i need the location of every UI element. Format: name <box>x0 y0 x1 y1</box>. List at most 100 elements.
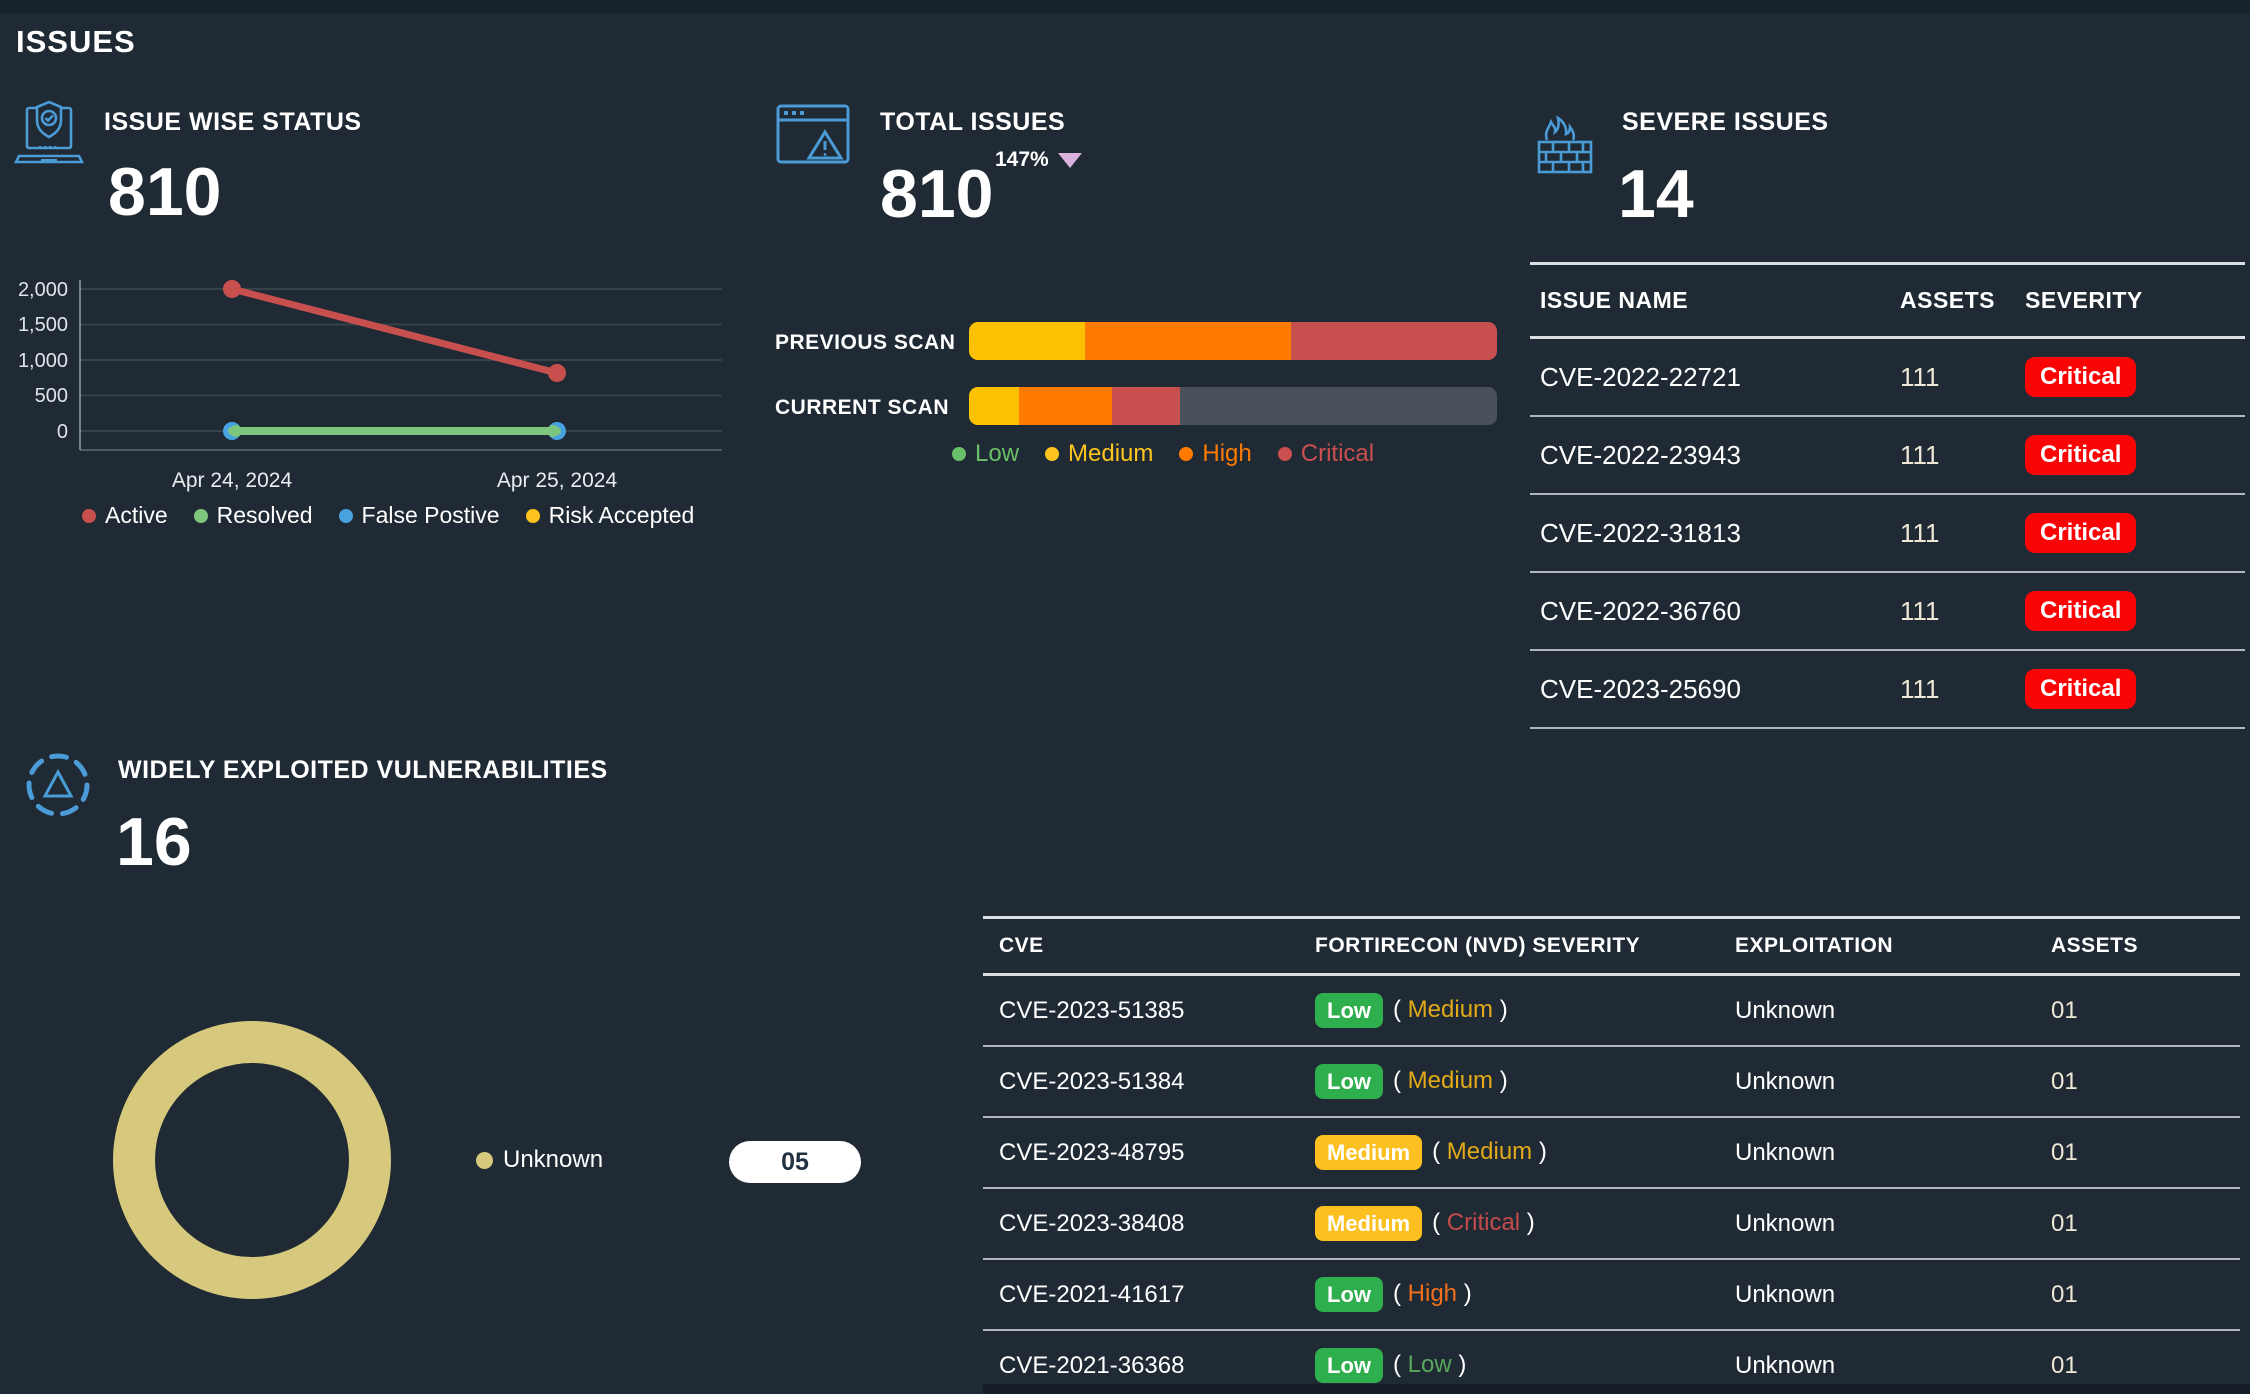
exploitation-cell: Unknown <box>1735 1351 1836 1379</box>
cve-cell: CVE-2023-38408 <box>999 1209 1185 1237</box>
table-row[interactable]: CVE-2023-51385 Low Medium Unknown 01 <box>983 976 2240 1047</box>
widely-exploited-value: 16 <box>116 804 192 880</box>
legend-item-active[interactable]: Active <box>82 502 168 529</box>
nvd-severity-text: Medium <box>1393 996 1508 1024</box>
exploitation-cell: Unknown <box>1735 1280 1836 1308</box>
legend-item-low[interactable]: Low <box>952 440 1019 468</box>
legend-item-false-postive[interactable]: False Postive <box>338 502 500 529</box>
resolved-point <box>230 425 242 437</box>
cve-cell: CVE-2023-48795 <box>999 1138 1185 1166</box>
y-tick: 500 <box>35 385 68 407</box>
false-positive-dot-icon <box>338 508 353 523</box>
cve-header: CVE <box>999 934 1044 957</box>
dashed-circle-alert-icon <box>23 750 93 820</box>
assets-cell: 01 <box>2051 1351 2078 1379</box>
assets-header: ASSETS <box>2051 934 2139 957</box>
medium-severity-badge: Medium <box>1315 1134 1423 1171</box>
issue-name-cell: CVE-2023-25690 <box>1540 673 1741 704</box>
bar-segment-high <box>1019 387 1112 425</box>
table-row[interactable]: CVE-2023-48795 Medium Medium Unknown 01 <box>983 1118 2240 1189</box>
severe-issues-value: 14 <box>1618 156 1694 232</box>
cve-cell: CVE-2021-41617 <box>999 1280 1185 1308</box>
y-tick: 1,000 <box>18 350 68 372</box>
high-dot-icon <box>1179 447 1194 461</box>
severity-legend: Low Medium High Critical <box>952 440 1400 468</box>
donut-ring-unknown <box>113 1021 391 1299</box>
browser-alert-icon <box>773 96 853 176</box>
critical-severity-badge: Critical <box>2025 357 2137 397</box>
donut-legend-unknown[interactable]: Unknown <box>476 1146 603 1174</box>
total-issues-value: 810 <box>880 156 994 232</box>
legend-label: Medium <box>1068 440 1154 467</box>
assets-cell: 01 <box>2051 1067 2078 1095</box>
legend-label: Unknown <box>503 1146 604 1173</box>
unknown-dot-icon <box>476 1151 493 1169</box>
low-severity-badge: Low <box>1315 992 1383 1029</box>
nvd-severity-text: Medium <box>1432 1138 1547 1166</box>
exploited-vulnerabilities-table: CVE FORTIRECON (NVD) SEVERITY EXPLOITATI… <box>983 916 2240 1394</box>
assets-cell: 01 <box>2051 1280 2078 1308</box>
x-axis-label: Apr 24, 2024 <box>172 469 293 492</box>
assets-cell: 111 <box>1900 439 1940 470</box>
cve-cell: CVE-2023-51384 <box>999 1067 1185 1095</box>
table-row[interactable]: CVE-2022-22721 111 Critical <box>1530 339 2245 417</box>
exploited-table-header: CVE FORTIRECON (NVD) SEVERITY EXPLOITATI… <box>983 919 2240 976</box>
legend-item-risk-accepted[interactable]: Risk Accepted <box>525 502 694 529</box>
issue-wise-status-line-chart: 2,000 1,500 1,000 500 0 Apr 24, 2024 Apr… <box>18 279 722 492</box>
legend-item-high[interactable]: High <box>1179 440 1252 468</box>
table-row[interactable]: CVE-2023-51384 Low Medium Unknown 01 <box>983 1047 2240 1118</box>
exploitation-cell: Unknown <box>1735 1138 1836 1166</box>
table-row[interactable]: CVE-2021-36368 Low Low Unknown 01 <box>983 1331 2240 1394</box>
legend-item-medium[interactable]: Medium <box>1045 440 1153 468</box>
x-axis-labels: Apr 24, 2024 Apr 25, 2024 <box>172 469 618 492</box>
table-row[interactable]: CVE-2023-25690 111 Critical <box>1530 651 2245 729</box>
table-row[interactable]: CVE-2022-23943 111 Critical <box>1530 417 2245 495</box>
issue-wise-status-value: 810 <box>108 154 222 230</box>
unknown-donut-chart <box>113 1021 391 1299</box>
low-dot-icon <box>952 447 966 461</box>
firewall-fire-icon <box>1533 106 1599 176</box>
severe-issues-table-header: ISSUE NAME ASSETS SEVERITY <box>1530 265 2245 339</box>
legend-label: Critical <box>1300 440 1375 467</box>
severity-header: SEVERITY <box>2025 287 2143 313</box>
nvd-severity-text: Low <box>1393 1351 1466 1379</box>
table-row[interactable]: CVE-2023-38408 Medium Critical Unknown 0… <box>983 1189 2240 1260</box>
total-issues-delta: 147% <box>995 148 1082 172</box>
exploitation-cell: Unknown <box>1735 1209 1836 1237</box>
exploitation-header: EXPLOITATION <box>1735 934 1894 957</box>
table-row[interactable]: CVE-2021-41617 Low High Unknown 01 <box>983 1260 2240 1331</box>
active-series-line <box>228 285 561 377</box>
issue-wise-status-title: ISSUE WISE STATUS <box>104 108 362 136</box>
critical-severity-badge: Critical <box>2025 513 2137 553</box>
widely-exploited-title: WIDELY EXPLOITED VULNERABILITIES <box>118 756 608 784</box>
medium-dot-icon <box>1045 447 1060 461</box>
low-severity-badge: Low <box>1315 1347 1383 1384</box>
legend-label: Low <box>975 440 1020 467</box>
issue-name-cell: CVE-2022-31813 <box>1540 517 1741 548</box>
bar-segment-medium <box>969 387 1020 425</box>
nvd-severity-text: Critical <box>1432 1209 1535 1237</box>
critical-severity-badge: Critical <box>2025 435 2137 475</box>
critical-severity-badge: Critical <box>2025 669 2137 709</box>
unknown-count-pill: 05 <box>729 1141 861 1183</box>
resolved-dot-icon <box>193 508 208 523</box>
exploitation-cell: Unknown <box>1735 1067 1836 1095</box>
bar-segment-critical <box>1111 387 1181 425</box>
severe-issues-table: ISSUE NAME ASSETS SEVERITY CVE-2022-2272… <box>1530 262 2245 729</box>
critical-severity-badge: Critical <box>2025 591 2137 631</box>
assets-cell: 111 <box>1900 595 1940 626</box>
legend-item-resolved[interactable]: Resolved <box>193 502 313 529</box>
critical-dot-icon <box>1277 447 1292 461</box>
bar-segment-medium <box>969 322 1086 360</box>
assets-cell: 111 <box>1900 673 1940 704</box>
issue-name-cell: CVE-2022-23943 <box>1540 439 1741 470</box>
active-point <box>548 364 566 382</box>
y-tick: 2,000 <box>18 279 68 301</box>
assets-cell: 111 <box>1900 517 1940 548</box>
triangle-down-icon <box>1057 152 1082 168</box>
cve-cell: CVE-2021-36368 <box>999 1351 1185 1379</box>
table-row[interactable]: CVE-2022-31813 111 Critical <box>1530 495 2245 573</box>
table-row[interactable]: CVE-2022-36760 111 Critical <box>1530 573 2245 651</box>
legend-item-critical[interactable]: Critical <box>1277 440 1375 468</box>
